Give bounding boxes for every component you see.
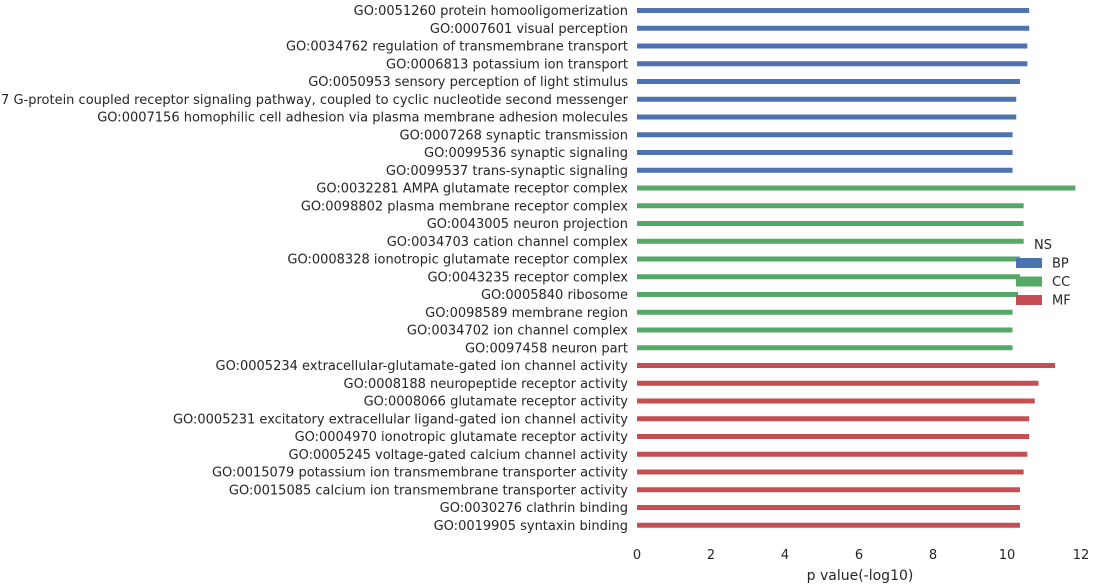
category-label-16: GO:0005840 ribosome [481,288,628,303]
x-tick-label-0: 0 [633,548,641,563]
category-label-12: GO:0043005 neuron projection [427,217,628,232]
bar-10 [637,185,1076,191]
category-label-13: GO:0034703 cation channel complex [387,235,629,250]
legend-label-mf: MF [1052,294,1071,309]
x-axis: 0 2 4 6 8 10 12 [633,548,1089,563]
category-label-7: GO:0007268 synaptic transmission [400,128,628,143]
category-label-14: GO:0008328 ionotropic glutamate receptor… [287,253,628,268]
bar-6 [637,114,1017,120]
bar-18 [637,327,1013,333]
category-label-9: GO:0099537 trans-synaptic signaling [386,164,628,179]
category-label-0: GO:0051260 protein homooligomerization [354,4,628,19]
category-label-17: GO:0098589 membrane region [425,306,628,321]
bar-2 [637,43,1028,49]
x-tick-label-2: 4 [781,548,789,563]
category-label-1: GO:0007601 visual perception [430,22,628,37]
legend-swatch-mf [1016,295,1042,305]
bar-13 [637,238,1024,244]
bar-3 [637,61,1028,67]
category-label-18: GO:0034702 ion channel complex [407,324,628,339]
bar-9 [637,167,1013,173]
x-tick-label-4: 8 [929,548,937,563]
bar-17 [637,309,1013,315]
category-label-10: GO:0032281 AMPA glutamate receptor compl… [316,182,628,197]
x-tick-label-6: 12 [1073,548,1090,563]
bar-28 [637,505,1020,510]
bar-16 [637,292,1019,297]
x-axis-label: p value(-log10) [807,568,914,584]
category-label-24: GO:0004970 ionotropic glutamate receptor… [295,430,629,445]
category-label-22: GO:0008066 glutamate receptor activity [364,395,629,410]
category-label-3: GO:0006813 potassium ion transport [386,57,628,72]
category-label-29: GO:0019905 syntaxin binding [434,519,628,534]
category-label-28: GO:0030276 clathrin binding [440,501,628,516]
bar-29 [637,522,1020,528]
legend-label-bp: BP [1052,257,1069,272]
category-labels: GO:0051260 protein homooligomerization GO… [0,4,629,534]
bar-1 [637,25,1030,31]
category-label-4: GO:0050953 sensory perception of light s… [308,75,628,90]
legend-swatch-cc [1016,276,1042,287]
category-label-26: GO:0015079 potassium ion transmembrane t… [212,466,628,481]
bar-0 [637,8,1030,13]
category-label-5: GO:0007187 G-protein coupled receptor si… [0,93,629,108]
bar-4 [637,79,1020,84]
category-label-20: GO:0005234 extracellular-glutamate-gated… [216,359,629,374]
bar-19 [637,345,1013,351]
bar-21 [637,380,1039,386]
bar-5 [637,96,1017,102]
bar-8 [637,150,1013,155]
x-tick-label-3: 6 [855,548,863,563]
category-label-23: GO:0005231 excitatory extracellular liga… [173,412,628,427]
bar-15 [637,274,1020,280]
bar-23 [637,416,1030,422]
legend-title: NS [1034,238,1052,253]
bar-12 [637,221,1024,226]
bar-27 [637,487,1020,493]
bar-14 [637,256,1020,262]
category-label-8: GO:0099536 synaptic signaling [424,146,628,161]
category-label-15: GO:0043235 receptor complex [427,270,628,285]
category-label-25: GO:0005245 voltage-gated calcium channel… [289,448,629,463]
bar-26 [637,469,1024,475]
category-label-6: GO:0007156 homophilic cell adhesion via … [97,111,628,126]
category-label-19: GO:0097458 neuron part [465,341,628,356]
bar-20 [637,363,1056,368]
bar-22 [637,398,1035,404]
legend: NS BP CC MF [1016,238,1071,309]
bars-layer [637,8,1076,528]
category-label-2: GO:0034762 regulation of transmembrane t… [286,40,628,55]
x-tick-label-5: 10 [999,548,1016,563]
x-tick-label-1: 2 [707,548,715,563]
bar-11 [637,203,1024,209]
bar-24 [637,434,1030,439]
bar-25 [637,451,1028,457]
bar-7 [637,132,1013,138]
legend-swatch-bp [1016,258,1042,268]
category-label-21: GO:0008188 neuropeptide receptor activit… [344,377,629,392]
category-label-11: GO:0098802 plasma membrane receptor comp… [301,199,628,214]
legend-label-cc: CC [1052,275,1070,290]
category-label-27: GO:0015085 calcium ion transmembrane tra… [229,483,628,498]
